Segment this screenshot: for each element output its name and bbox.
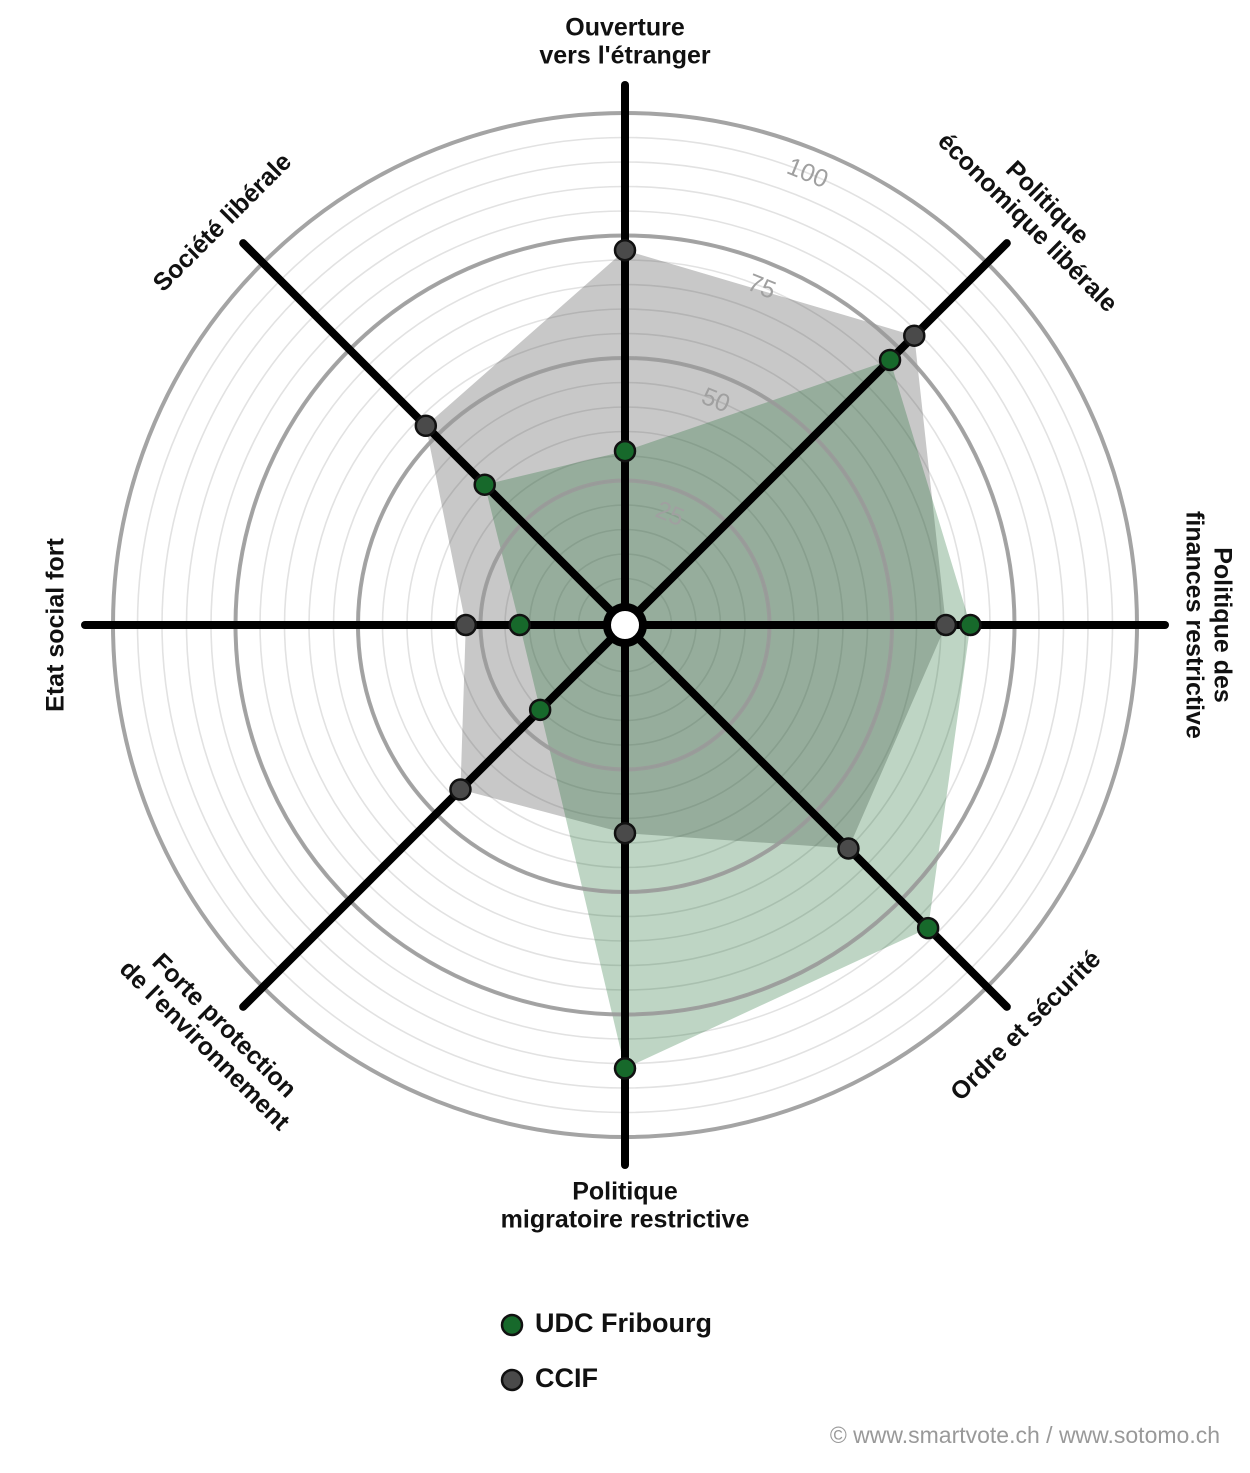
point: [959, 613, 982, 637]
point: [473, 473, 496, 496]
axis-label-line: vers l'étranger: [539, 42, 711, 70]
axis: [621, 239, 1011, 629]
point: [528, 698, 552, 722]
axis: [239, 239, 629, 629]
point: [916, 916, 940, 940]
axis: [621, 621, 1011, 1011]
point: [878, 348, 902, 372]
legend-label: UDC Fribourg: [535, 1308, 712, 1338]
point: [613, 238, 637, 262]
axis-label: Etat social fort: [42, 538, 70, 712]
point: [508, 613, 531, 637]
point: [613, 439, 637, 463]
point: [934, 613, 958, 637]
legend-marker: [500, 1368, 524, 1392]
point: [613, 821, 637, 845]
axis-label-line: finances restrictive: [1180, 511, 1208, 739]
axis-label-line: Politique des: [1208, 547, 1236, 703]
legend-label: CCIF: [535, 1363, 598, 1393]
axis: [239, 621, 629, 1011]
point: [613, 1057, 637, 1080]
source: © www.smartvote.ch / www.sotomo.ch: [830, 1422, 1220, 1448]
legend-marker: [500, 1313, 524, 1337]
axis-label-line: migratoire restrictive: [501, 1206, 750, 1234]
point: [837, 837, 860, 860]
axis-label-line: Ouverture: [565, 14, 685, 42]
point: [449, 778, 472, 801]
tick-label: 100: [783, 152, 832, 194]
axis-label-line: Politique: [572, 1178, 678, 1206]
point: [454, 613, 478, 637]
axis-label-line: Etat social fort: [42, 538, 70, 712]
center: [603, 603, 647, 647]
point: [414, 414, 438, 438]
point: [903, 324, 926, 347]
